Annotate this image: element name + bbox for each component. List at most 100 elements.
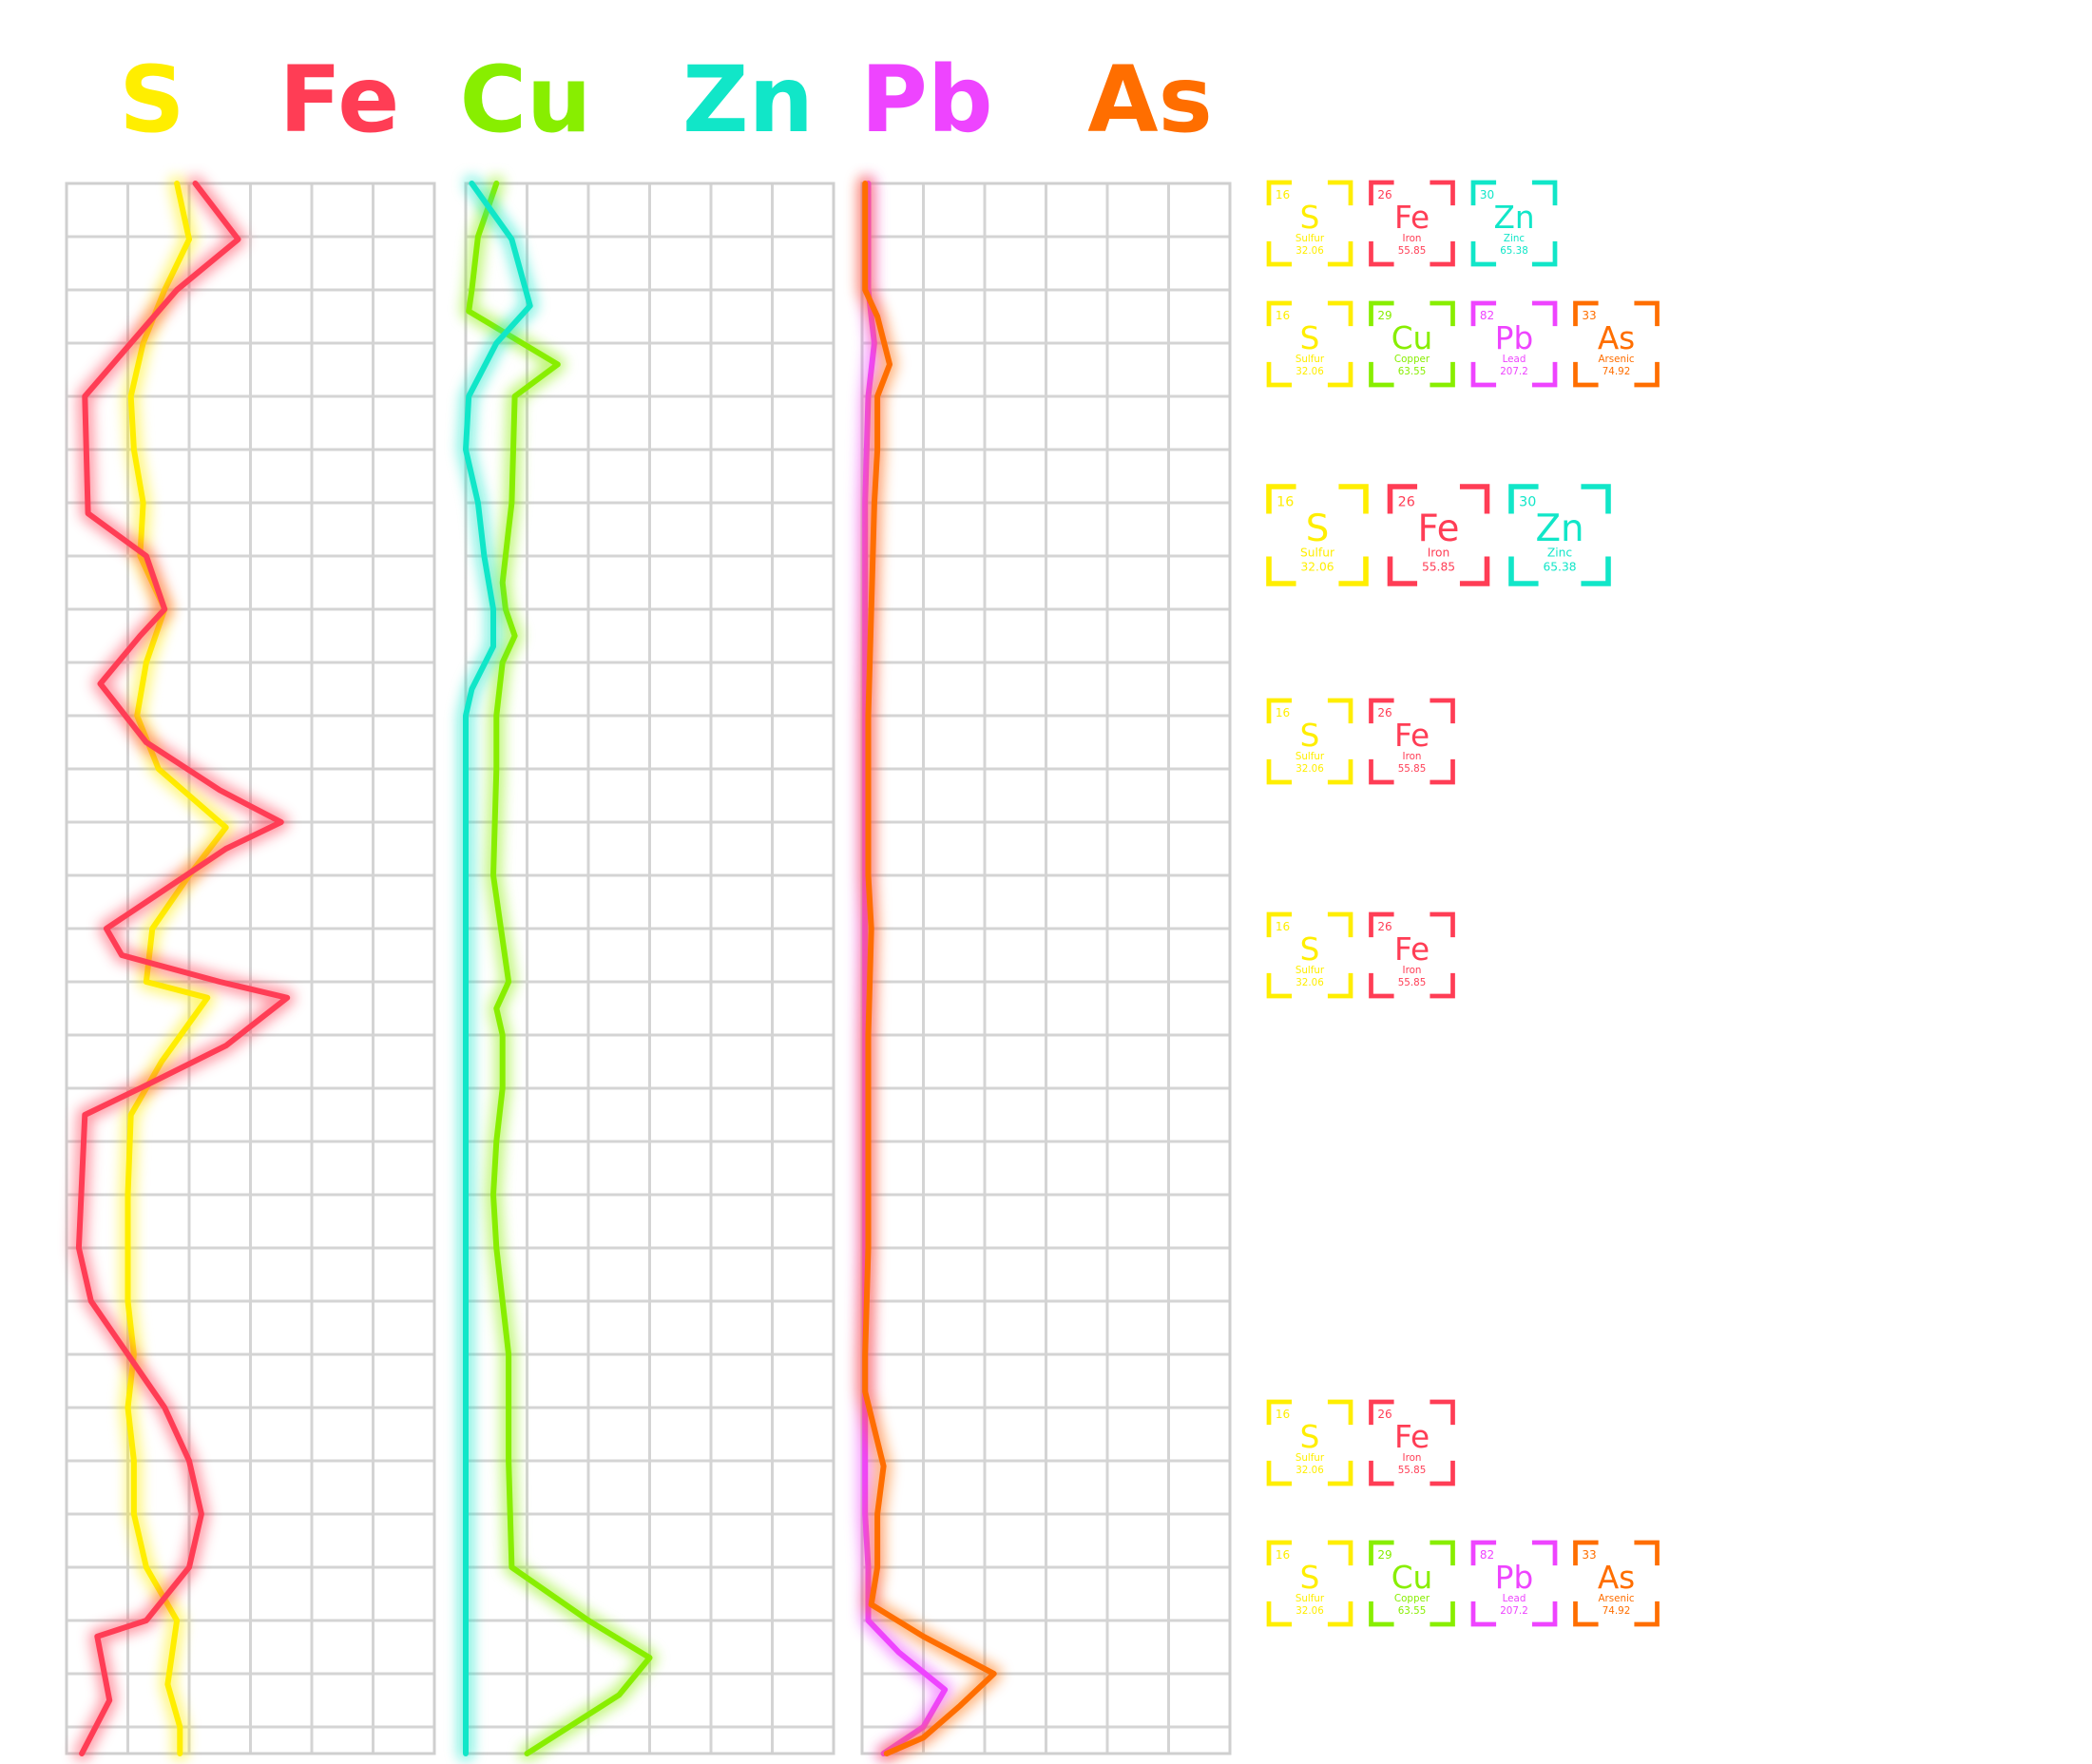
tile-corner: [1531, 300, 1558, 327]
tile-corner: [1327, 1399, 1353, 1426]
tile-corner: [1327, 240, 1353, 267]
tile-corner: [1327, 1460, 1353, 1486]
tile-mass: 55.85: [1422, 561, 1455, 574]
tile-atomic-number: 26: [1377, 1408, 1391, 1421]
tile-corner: [1369, 1601, 1394, 1627]
series-line-zn: [463, 181, 533, 1756]
tile-corner: [1266, 1460, 1293, 1486]
tile-corner: [1369, 1540, 1394, 1566]
profile-panels: [65, 176, 1232, 1761]
tile-mass: 32.06: [1296, 1465, 1324, 1476]
tile-symbol: Fe: [1394, 200, 1430, 236]
tile-corner: [1573, 1601, 1599, 1627]
tile-corner: [1266, 556, 1296, 586]
tile-corner: [1470, 1601, 1497, 1627]
tile-symbol: S: [1300, 1419, 1320, 1455]
series-zn: [458, 176, 538, 1761]
tile-symbol: Fe: [1394, 931, 1430, 968]
element-tiles: 16SSulfur32.0626FeIron55.8530ZnZinc65.38…: [1266, 180, 1660, 1627]
tile-corner: [1338, 484, 1369, 514]
tile-corner: [1369, 972, 1394, 999]
tile-corner: [1430, 1601, 1455, 1627]
tile-corner: [1266, 484, 1296, 514]
tile-corner: [1508, 556, 1539, 586]
tile-corner: [1327, 1540, 1353, 1566]
tile-corner: [1266, 240, 1293, 267]
tile-name: Sulfur: [1296, 1452, 1325, 1464]
series-glow-fe: [70, 176, 296, 1761]
tile-corner: [1531, 361, 1558, 388]
tile-symbol: S: [1300, 200, 1320, 236]
tile-corner: [1508, 484, 1539, 514]
tile-corner: [1369, 758, 1394, 785]
tile-corner: [1266, 972, 1293, 999]
tile-corner: [1369, 698, 1394, 724]
tile-corner: [1531, 1540, 1558, 1566]
tile-corner: [1387, 484, 1418, 514]
header-symbol-zn: Zn: [682, 47, 814, 153]
tile-symbol: S: [1300, 320, 1320, 356]
tile-corner: [1327, 361, 1353, 388]
series-glow-as: [857, 176, 1002, 1761]
tile-mass: 32.06: [1296, 366, 1324, 377]
tile-atomic-number: 16: [1276, 188, 1290, 201]
tile-symbol: Zn: [1535, 508, 1583, 550]
tile-group: 16SSulfur32.0629CuCopper63.5582PbLead207…: [1266, 1540, 1660, 1627]
tile-corner: [1459, 484, 1490, 514]
tile-name: Iron: [1403, 965, 1422, 976]
tile-name: Lead: [1503, 1593, 1526, 1604]
tile-atomic-number: 33: [1582, 309, 1596, 322]
tile-atomic-number: 16: [1276, 1548, 1290, 1562]
tile-atomic-number: 82: [1480, 1548, 1494, 1562]
tile-corner: [1531, 240, 1558, 267]
tile-mass: 32.06: [1296, 1605, 1324, 1617]
grid: [466, 183, 834, 1754]
tile-name: Sulfur: [1296, 751, 1325, 762]
header-symbol-as: As: [1087, 47, 1212, 153]
tile-corner: [1266, 1399, 1293, 1426]
tile-atomic-number: 33: [1582, 1548, 1596, 1562]
tile-name: Zinc: [1504, 233, 1525, 244]
tile-corner: [1634, 1601, 1660, 1627]
tile-corner: [1634, 1540, 1660, 1566]
tile-symbol: Fe: [1417, 508, 1459, 550]
tile-corner: [1430, 698, 1455, 724]
tile-corner: [1531, 1601, 1558, 1627]
tile-mass: 55.85: [1398, 763, 1427, 775]
tile-symbol: S: [1306, 508, 1330, 550]
grid: [862, 183, 1230, 1754]
tile-atomic-number: 29: [1377, 309, 1391, 322]
tile-corner: [1369, 1399, 1394, 1426]
tile-corner: [1369, 361, 1394, 388]
tile-symbol: S: [1300, 931, 1320, 968]
element-headers: S Fe Cu Zn Pb As: [119, 47, 1212, 153]
tile-corner: [1266, 300, 1293, 327]
tile-mass: 74.92: [1603, 366, 1631, 377]
tile-atomic-number: 16: [1276, 1408, 1290, 1421]
tile-corner: [1470, 240, 1497, 267]
tile-atomic-number: 26: [1398, 494, 1415, 509]
tile-mass: 63.55: [1398, 1605, 1427, 1617]
tile-corner: [1369, 911, 1394, 938]
tile-mass: 55.85: [1398, 977, 1427, 988]
tile-name: Arsenic: [1598, 1593, 1634, 1604]
tile-corner: [1430, 1540, 1455, 1566]
tile-name: Sulfur: [1296, 1593, 1325, 1604]
tile-mass: 32.06: [1296, 977, 1324, 988]
tile-corner: [1327, 180, 1353, 206]
tile-corner: [1266, 758, 1293, 785]
tile-name: Iron: [1403, 233, 1422, 244]
tile-corner: [1470, 180, 1497, 206]
tile-corner: [1459, 556, 1490, 586]
header-symbol-fe: Fe: [279, 47, 400, 153]
tile-corner: [1327, 911, 1353, 938]
